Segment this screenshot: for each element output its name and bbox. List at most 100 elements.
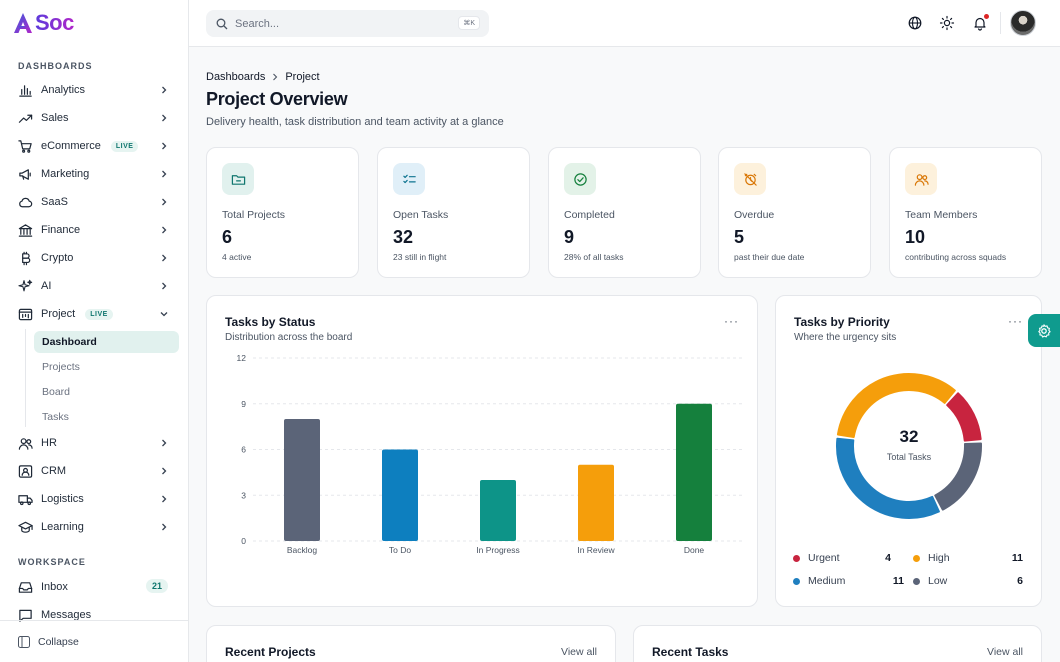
bitcoin-icon bbox=[21, 251, 30, 265]
nav-icon-wrap bbox=[17, 306, 33, 322]
donut-slice-high[interactable] bbox=[836, 373, 956, 439]
sidebar-item-analytics[interactable]: Analytics bbox=[10, 77, 178, 103]
check-circle-icon bbox=[573, 172, 587, 186]
logo-mark-icon bbox=[14, 13, 32, 33]
search-shortcut: ⌘K bbox=[458, 16, 480, 30]
users-icon bbox=[914, 173, 929, 186]
legend-label: Medium bbox=[808, 575, 846, 587]
nav-icon-wrap bbox=[17, 463, 33, 479]
sidebar-item-ai[interactable]: AI bbox=[10, 273, 178, 299]
x-tick-label: To Do bbox=[389, 545, 411, 555]
sidebar-item-label: Finance bbox=[41, 224, 81, 236]
sidebar-item-label: Sales bbox=[41, 112, 69, 124]
y-tick-label: 12 bbox=[237, 353, 247, 363]
priority-chart-more-button[interactable]: ··· bbox=[1008, 314, 1023, 328]
folder-icon bbox=[231, 174, 245, 185]
status-chart-subtitle: Distribution across the board bbox=[225, 332, 353, 343]
inbox-count-badge: 21 bbox=[145, 579, 168, 593]
stat-value: 6 bbox=[222, 227, 233, 247]
chevron-right-icon bbox=[162, 198, 167, 206]
sidebar-item-crypto[interactable]: Crypto bbox=[10, 245, 178, 271]
bar-in-progress[interactable] bbox=[480, 480, 516, 541]
page-subtitle: Delivery health, task distribution and t… bbox=[206, 116, 504, 128]
search-input[interactable] bbox=[235, 17, 435, 30]
donut-slice-medium[interactable] bbox=[836, 437, 940, 519]
chart-bar-icon bbox=[18, 84, 32, 97]
sidebar-item-learning[interactable]: Learning bbox=[10, 514, 178, 540]
users-icon bbox=[18, 437, 33, 450]
avatar[interactable] bbox=[1010, 10, 1036, 36]
sidebar-item-inbox[interactable]: Inbox 21 bbox=[10, 574, 178, 600]
sidebar-item-label: SaaS bbox=[41, 196, 68, 208]
chevron-right-icon bbox=[162, 282, 167, 290]
nav-icon-wrap bbox=[17, 607, 33, 623]
recent-projects-view-all[interactable]: View all bbox=[561, 646, 597, 658]
bar-done[interactable] bbox=[676, 403, 712, 541]
sidebar-item-sales[interactable]: Sales bbox=[10, 105, 178, 131]
stat-card-overdue: Overdue 5 past their due date bbox=[718, 147, 871, 278]
sidebar-item-hr[interactable]: HR bbox=[10, 430, 178, 456]
chevron-right-icon bbox=[162, 170, 167, 178]
legend-item-medium: Medium bbox=[793, 575, 845, 587]
x-tick-label: In Progress bbox=[476, 545, 519, 555]
donut-slice-urgent[interactable] bbox=[946, 392, 982, 442]
megaphone-icon bbox=[18, 168, 31, 180]
bar-backlog[interactable] bbox=[284, 419, 320, 541]
message-icon bbox=[18, 609, 32, 622]
sidebar-item-messages[interactable]: Messages bbox=[10, 602, 178, 628]
bar-in-review[interactable] bbox=[578, 464, 614, 541]
chevron-right-icon bbox=[162, 142, 167, 150]
breadcrumb-dashboards[interactable]: Dashboards bbox=[206, 71, 266, 83]
status-chart-more-button[interactable]: ··· bbox=[724, 314, 739, 328]
stat-label: Completed bbox=[564, 209, 615, 221]
sun-icon[interactable] bbox=[939, 15, 955, 31]
nav-icon-wrap bbox=[17, 166, 33, 182]
gear-icon bbox=[1038, 323, 1051, 338]
sidebar-item-ecommerce[interactable]: eCommerce LIVE bbox=[10, 133, 178, 159]
submenu-item-dashboard[interactable]: Dashboard bbox=[34, 331, 179, 353]
collapse-button[interactable]: Collapse bbox=[0, 620, 189, 662]
topbar: ⌘K bbox=[189, 0, 1060, 47]
legend-dot bbox=[913, 554, 920, 562]
settings-float-button[interactable] bbox=[1028, 314, 1060, 347]
sidebar-item-marketing[interactable]: Marketing bbox=[10, 161, 178, 187]
sidebar-item-saas[interactable]: SaaS bbox=[10, 189, 178, 215]
recent-tasks-view-all[interactable]: View all bbox=[987, 646, 1023, 658]
stat-icon-wrap bbox=[222, 163, 254, 195]
submenu-item-board[interactable]: Board bbox=[42, 386, 71, 398]
stat-card-team-members: Team Members 10 contributing across squads bbox=[889, 147, 1042, 278]
stat-card-open-tasks: Open Tasks 32 23 still in flight bbox=[377, 147, 530, 278]
brand-logo[interactable]: Soc bbox=[12, 10, 74, 36]
sidebar-item-finance[interactable]: Finance bbox=[10, 217, 178, 243]
search-box[interactable]: ⌘K bbox=[206, 10, 489, 37]
donut-slice-low[interactable] bbox=[934, 442, 982, 511]
globe-icon[interactable] bbox=[907, 15, 923, 31]
bar-to-do[interactable] bbox=[382, 449, 418, 542]
nav-icon-wrap bbox=[17, 579, 33, 595]
status-chart-title: Tasks by Status bbox=[225, 315, 316, 329]
inbox-icon bbox=[18, 581, 32, 593]
sidebar-item-crm[interactable]: CRM bbox=[10, 458, 178, 484]
sidebar-item-project[interactable]: Project LIVE bbox=[10, 301, 178, 327]
submenu-item-tasks[interactable]: Tasks bbox=[42, 411, 69, 423]
collapse-label: Collapse bbox=[38, 635, 79, 648]
section-label-dashboards: DASHBOARDS bbox=[18, 61, 93, 71]
sidebar-item-logistics[interactable]: Logistics bbox=[10, 486, 178, 512]
sidebar-item-label: Logistics bbox=[41, 493, 84, 505]
sidebar: Soc DASHBOARDS Analytics Sales eCommerce LI… bbox=[0, 0, 189, 662]
nav-icon-wrap bbox=[17, 138, 33, 154]
notification-dot bbox=[984, 14, 989, 19]
donut-center-value: 32 bbox=[899, 427, 919, 446]
live-badge: LIVE bbox=[110, 140, 139, 152]
page-title: Project Overview bbox=[206, 89, 348, 109]
submenu-rail bbox=[25, 329, 26, 427]
truck-icon bbox=[17, 494, 33, 505]
stat-label: Open Tasks bbox=[393, 209, 449, 221]
submenu-item-projects[interactable]: Projects bbox=[42, 361, 80, 373]
y-tick-label: 9 bbox=[241, 399, 246, 409]
legend-dot bbox=[793, 577, 800, 585]
bell-icon[interactable] bbox=[972, 15, 988, 31]
search-icon bbox=[216, 18, 228, 29]
sparkles-icon bbox=[17, 279, 32, 291]
nav-icon-wrap bbox=[17, 491, 33, 507]
